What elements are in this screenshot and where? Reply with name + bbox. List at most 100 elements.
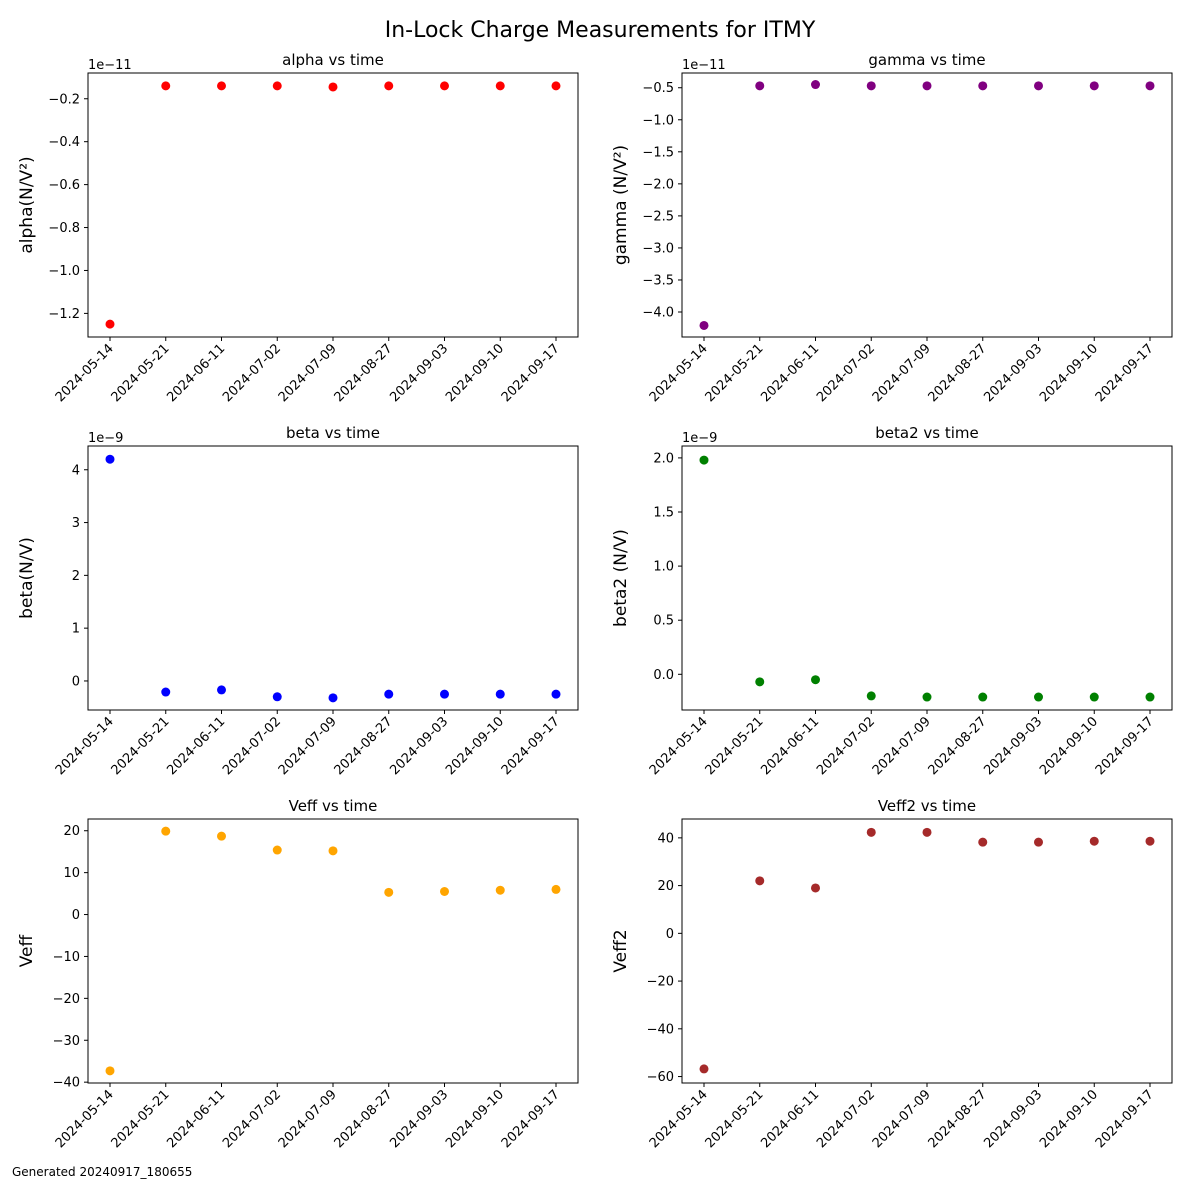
y-tick-label: −4.0: [642, 306, 674, 321]
x-tick-label: 2024-07-02: [814, 714, 878, 778]
x-tick-label: 2024-08-27: [926, 341, 990, 405]
subplot-3: beta vs time 1e−9 beta(N/V) 0 1 2 3 4 2024-05-14…: [17, 424, 579, 778]
y-tick-label: −0.8: [48, 221, 80, 236]
data-point: [328, 82, 338, 92]
x-tick-label: 2024-09-10: [443, 1087, 507, 1151]
y-tick-label: 0: [72, 674, 80, 689]
data-point: [328, 693, 338, 703]
x-tick-label: 2024-07-02: [220, 714, 284, 778]
data-point: [495, 885, 505, 895]
subplot-6: Veff2 vs time Veff2 40 20 0 −20 −40 −60 2024-05-…: [611, 797, 1173, 1151]
data-point: [105, 1066, 115, 1076]
data-point: [161, 826, 171, 836]
data-point: [551, 689, 561, 699]
x-tick-label: 2024-05-21: [703, 1087, 767, 1151]
x-tick-label: 2024-06-11: [758, 1087, 822, 1151]
data-point: [217, 831, 226, 841]
y-axis-label: Veff: [17, 933, 37, 967]
figure-title: In-Lock Charge Measurements for ITMY: [384, 18, 816, 43]
x-tick-label: 2024-07-02: [814, 1087, 878, 1151]
axes-frame: [681, 818, 1173, 1084]
y-tick-label: −3.0: [642, 241, 674, 256]
data-point: [217, 81, 226, 91]
x-tick-label: 2024-07-09: [870, 341, 934, 405]
y-tick-label: −60: [647, 1070, 674, 1085]
y-tick-label: −1.2: [48, 307, 80, 322]
data-point: [551, 884, 561, 894]
x-tick-label: 2024-09-10: [443, 714, 507, 778]
y-tick-label: 1: [72, 622, 80, 637]
x-tick-label: 2024-09-03: [981, 341, 1045, 405]
data-point: [440, 689, 449, 699]
y-tick-label: −1.5: [642, 145, 674, 160]
subplot-1: alpha vs time 1e−11 alpha(N/V²) −0.2 −0.4 −0.…: [17, 51, 579, 405]
axis-offset-label: 1e−11: [88, 58, 132, 73]
x-tick-label: 2024-09-17: [499, 1087, 563, 1151]
data-point: [866, 827, 876, 837]
data-point: [495, 81, 505, 91]
y-tick-label: −0.4: [48, 135, 80, 150]
axis-offset-label: 1e−9: [88, 431, 123, 446]
subplot-title: Veff vs time: [289, 797, 378, 815]
x-tick-label: 2024-05-21: [109, 714, 173, 778]
x-tick-label: 2024-08-27: [332, 714, 396, 778]
y-tick-label: 20: [63, 824, 80, 839]
x-tick-label: 2024-05-14: [647, 341, 711, 405]
data-point: [1089, 836, 1099, 846]
x-tick-label: 2024-07-02: [220, 1087, 284, 1151]
y-tick-label: 1.5: [653, 506, 674, 521]
data-point: [272, 692, 282, 702]
y-tick-label: 3: [72, 516, 80, 531]
data-point: [551, 81, 561, 91]
subplot-title: gamma vs time: [868, 51, 985, 69]
data-point: [922, 692, 932, 702]
data-point: [272, 81, 282, 91]
axis-offset-label: 1e−11: [682, 58, 726, 73]
x-tick-label: 2024-09-10: [443, 341, 507, 405]
axes-frame: [681, 72, 1173, 338]
y-tick-label: 0: [666, 927, 674, 942]
x-tick-label: 2024-09-03: [387, 341, 451, 405]
y-tick-label: 40: [657, 831, 674, 846]
x-tick-label: 2024-05-21: [703, 341, 767, 405]
y-tick-label: −0.6: [48, 178, 80, 193]
data-point: [699, 455, 709, 465]
data-point: [217, 685, 226, 695]
data-point: [495, 689, 505, 699]
x-tick-label: 2024-09-17: [1093, 1087, 1157, 1151]
y-tick-label: 1.0: [653, 560, 674, 575]
data-point: [1034, 81, 1043, 91]
data-point: [384, 887, 394, 897]
data-point: [866, 691, 876, 701]
x-tick-label: 2024-07-09: [870, 714, 934, 778]
y-tick-label: −10: [53, 950, 80, 965]
y-axis-label: beta(N/V): [17, 537, 37, 619]
y-tick-label: 0.5: [653, 614, 674, 629]
y-tick-label: 0.0: [653, 668, 674, 683]
y-tick-label: 0: [72, 908, 80, 923]
x-tick-label: 2024-07-09: [276, 1087, 340, 1151]
x-tick-label: 2024-07-02: [814, 341, 878, 405]
y-tick-label: −1.0: [642, 113, 674, 128]
y-tick-label: −2.5: [642, 209, 674, 224]
x-tick-label: 2024-05-14: [53, 714, 117, 778]
generated-timestamp: Generated 20240917_180655: [12, 1165, 193, 1179]
y-tick-label: 10: [63, 866, 80, 881]
x-tick-label: 2024-06-11: [164, 341, 228, 405]
data-point: [440, 886, 449, 896]
subplot-title: Veff2 vs time: [878, 797, 976, 815]
data-point: [1145, 81, 1155, 91]
data-point: [1145, 836, 1155, 846]
x-tick-label: 2024-09-17: [499, 714, 563, 778]
y-tick-label: −20: [53, 992, 80, 1007]
x-tick-label: 2024-05-14: [647, 714, 711, 778]
data-point: [922, 827, 932, 837]
data-point: [440, 81, 449, 91]
y-tick-label: 4: [72, 463, 80, 478]
data-point: [755, 876, 765, 886]
data-point: [922, 81, 932, 91]
subplot-5: Veff vs timeVeff20100−10−20−30−402024-05…: [17, 797, 579, 1151]
data-point: [978, 81, 988, 91]
x-tick-label: 2024-09-03: [981, 714, 1045, 778]
subplot-title: beta2 vs time: [875, 424, 978, 442]
